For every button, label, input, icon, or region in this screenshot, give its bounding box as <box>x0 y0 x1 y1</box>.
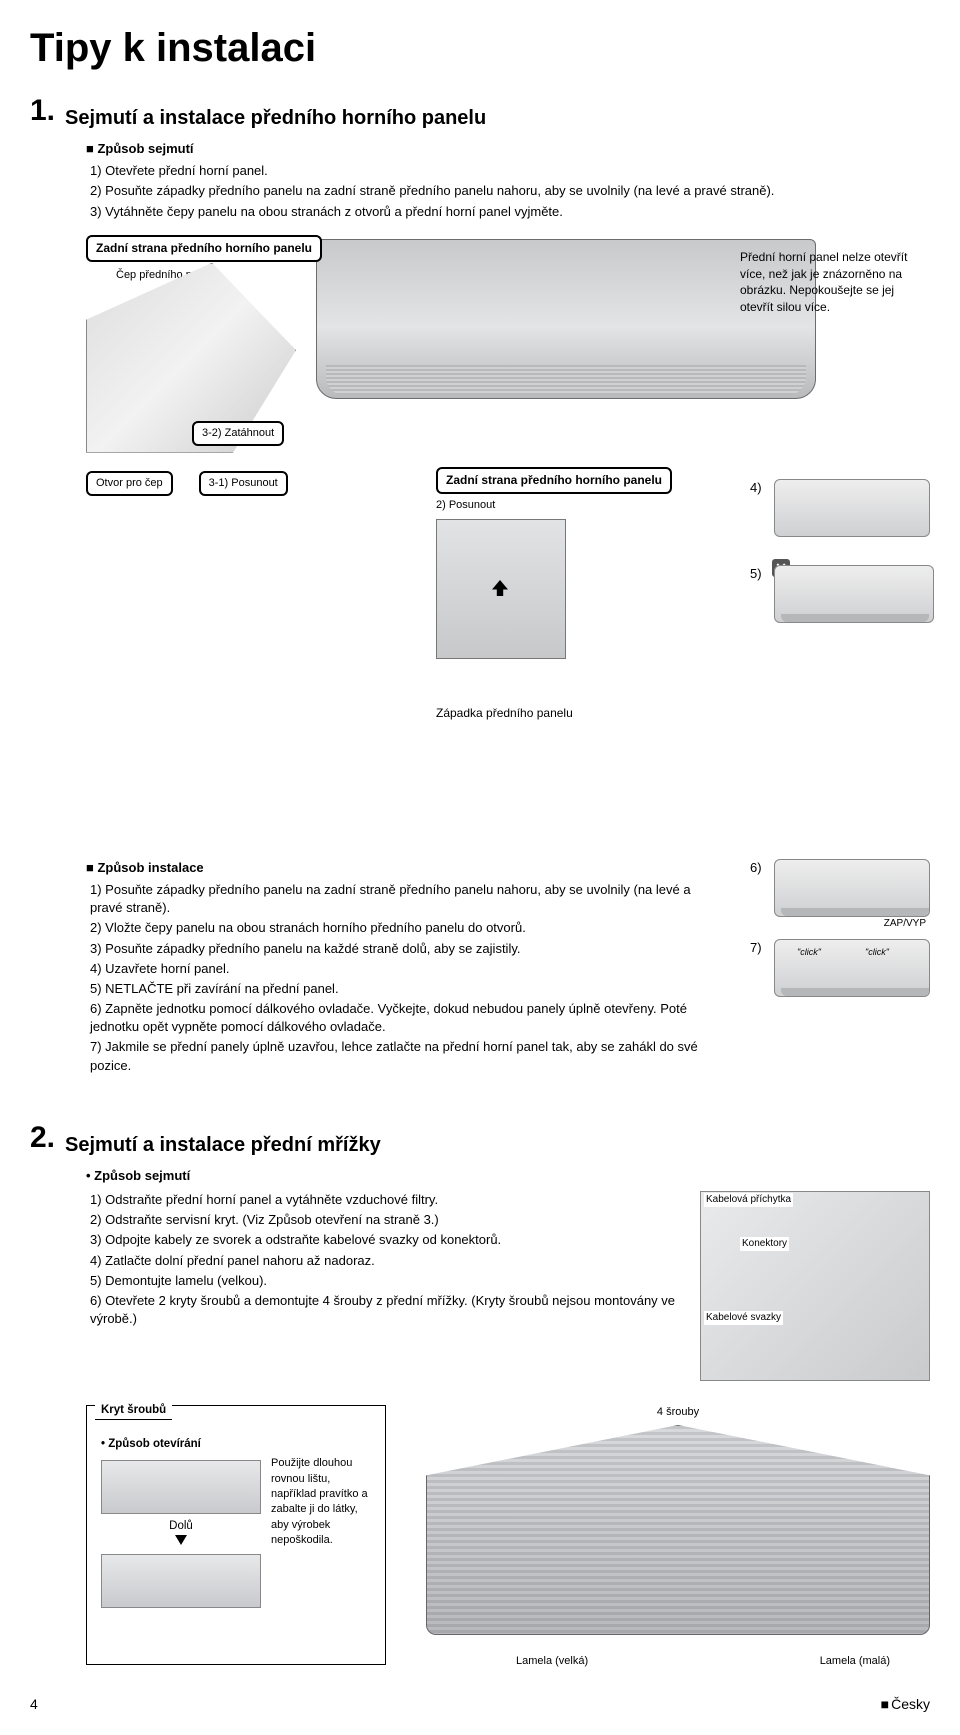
section1-title: Sejmutí a instalace předního horního pan… <box>65 104 486 132</box>
flap-small-label: Lamela (malá) <box>820 1654 890 1669</box>
section1-body: Způsob sejmutí 1) Otevřete přední horní … <box>86 140 930 1077</box>
callout-hole: Otvor pro čep <box>86 471 173 496</box>
screw-ill-1 <box>101 1460 261 1514</box>
latch-block: Zadní strana předního horního panelu 2) … <box>436 467 736 659</box>
footer-page-number: 4 <box>30 1695 38 1715</box>
panel-slits <box>326 365 806 395</box>
down-label: Dolů <box>169 1520 193 1532</box>
ruler-note: Použijte dlouhou rovnou lištu, například… <box>271 1456 371 1548</box>
click-label: "click" <box>865 946 889 959</box>
service-panel-img <box>700 1191 930 1381</box>
right-thumbs-upper: 4) 5) ✕ <box>750 479 930 629</box>
thumb-7-illustration: "click" "click" <box>774 939 930 997</box>
thumb-6-illustration <box>774 859 930 917</box>
thumb-5-illustration <box>774 565 934 623</box>
sec2-step: 5) Demontujte lamelu (velkou). <box>90 1272 676 1290</box>
install-block: Způsob instalace 1) Posuňte západky před… <box>86 859 930 1077</box>
install-step: 2) Vložte čepy panelu na obou stranách h… <box>90 919 722 937</box>
removal-step: 2) Posuňte západky předního panelu na za… <box>90 182 930 200</box>
sec2-removal-sub: Způsob sejmutí <box>86 1167 930 1185</box>
click-label: "click" <box>797 946 821 959</box>
arrow-down-icon <box>175 1535 187 1545</box>
thumb-6-label: 6) <box>750 859 768 877</box>
install-step: 7) Jakmile se přední panely úplně uzavřo… <box>90 1038 722 1074</box>
thumb-4-illustration <box>774 479 930 537</box>
install-step: 1) Posuňte západky předního panelu na za… <box>90 881 722 917</box>
page-footer: 4 Česky <box>30 1695 930 1715</box>
install-subheading: Způsob instalace <box>86 859 722 877</box>
removal-step: 1) Otevřete přední horní panel. <box>90 162 930 180</box>
screw-ill-2 <box>101 1554 261 1608</box>
grille-illustration <box>426 1425 930 1635</box>
screw-cover-title: Kryt šroubů <box>95 1402 172 1420</box>
callout-pull: 3-2) Zatáhnout <box>192 421 284 446</box>
callout-back-side: Zadní strana předního horního panelu <box>86 235 322 262</box>
sec2-step: 2) Odstraňte servisní kryt. (Viz Způsob … <box>90 1211 676 1229</box>
screw-row: Kryt šroubů Způsob otevírání Dolů Použij… <box>86 1405 930 1665</box>
arrow-up-icon <box>492 580 508 596</box>
diagram-removal: Zadní strana předního horního panelu Čep… <box>86 239 930 559</box>
callout-slide1: 3-1) Posunout <box>199 471 288 496</box>
section2-heading: 2. Sejmutí a instalace přední mřížky <box>30 1117 930 1159</box>
latch-illustration <box>436 519 566 659</box>
label-harness: Kabelové svazky <box>704 1311 783 1325</box>
page-title: Tipy k instalaci <box>30 20 930 76</box>
sec2-step: 3) Odpojte kabely ze svorek a odstraňte … <box>90 1231 676 1249</box>
grille-block: 4 šrouby Lamela (velká) Lamela (malá) <box>426 1405 930 1665</box>
zap-label: ZAP/VYP <box>750 917 926 931</box>
section2-title: Sejmutí a instalace přední mřížky <box>65 1131 381 1159</box>
screw-cover-box: Kryt šroubů Způsob otevírání Dolů Použij… <box>86 1405 386 1665</box>
install-step: 4) Uzavřete horní panel. <box>90 960 722 978</box>
section1-number: 1. <box>30 90 55 132</box>
thumb-5-label: 5) <box>750 565 768 583</box>
install-step: 3) Posuňte západky předního panelu na ka… <box>90 940 722 958</box>
footer-language: Česky <box>881 1695 930 1715</box>
mid-row: Otvor pro čep 3-1) Posunout <box>86 471 288 496</box>
section2: 2. Sejmutí a instalace přední mřížky Způ… <box>30 1117 930 1665</box>
thumb-7-label: 7) <box>750 939 768 957</box>
section1-heading: 1. Sejmutí a instalace předního horního … <box>30 90 930 132</box>
removal-subheading: Způsob sejmutí <box>86 140 930 158</box>
sec2-step: 6) Otevřete 2 kryty šroubů a demontujte … <box>90 1292 676 1328</box>
warning-note: Přední horní panel nelze otevřít více, n… <box>740 249 930 316</box>
label-connectors: Konektory <box>740 1237 789 1251</box>
right-thumbs-lower: 6) ZAP/VYP 7) "click" "click" <box>750 859 930 1077</box>
four-screws-label: 4 šrouby <box>426 1405 930 1420</box>
flap-large-label: Lamela (velká) <box>516 1654 588 1669</box>
thumb-4-label: 4) <box>750 479 768 497</box>
service-illustration: Kabelová příchytka Konektory Kabelové sv… <box>700 1191 930 1381</box>
section2-number: 2. <box>30 1117 55 1159</box>
label-cable-clamp: Kabelová příchytka <box>704 1193 793 1207</box>
sec2-step: 4) Zatlačte dolní přední panel nahoru až… <box>90 1252 676 1270</box>
latch-label: Západka předního panelu <box>436 705 573 722</box>
install-step: 6) Zapněte jednotku pomocí dálkového ovl… <box>90 1000 722 1036</box>
install-step: 5) NETLAČTE při zavírání na přední panel… <box>90 980 722 998</box>
sec2-step: 1) Odstraňte přední horní panel a vytáhn… <box>90 1191 676 1209</box>
removal-step: 3) Vytáhněte čepy panelu na obou stranác… <box>90 203 930 221</box>
callout-slide2: 2) Posunout <box>436 498 736 513</box>
callout-back-side2: Zadní strana předního horního panelu <box>436 467 672 494</box>
open-method-heading: Způsob otevírání <box>101 1436 371 1452</box>
